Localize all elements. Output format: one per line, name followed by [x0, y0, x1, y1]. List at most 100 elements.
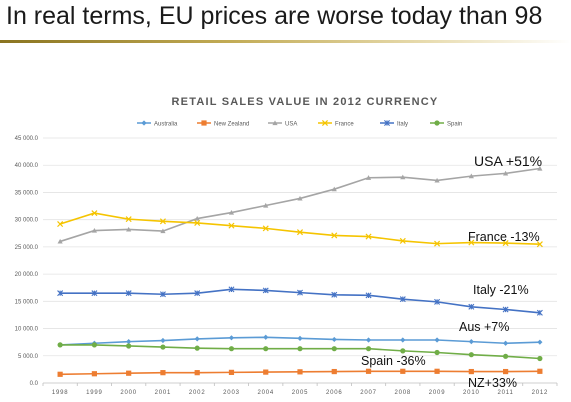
- data-point-new-zealand: [57, 371, 63, 377]
- data-point-new-zealand: [160, 370, 166, 376]
- legend-marker: [201, 120, 207, 126]
- data-point-australia: [537, 339, 543, 345]
- data-point-australia: [468, 339, 474, 345]
- annotation-spain: Spain -36%: [361, 354, 426, 368]
- data-point-italy: [194, 290, 201, 297]
- legend-item-usa: USA: [268, 120, 297, 128]
- series-australia: [57, 334, 543, 348]
- data-point-italy: [125, 290, 132, 297]
- annotation-italy: Italy -21%: [473, 283, 529, 297]
- data-point-usa: [263, 202, 269, 208]
- data-point-france: [296, 229, 304, 236]
- data-point-new-zealand: [400, 368, 406, 374]
- annotation-new-zealand: NZ+33%: [468, 376, 517, 390]
- series-france: [57, 210, 543, 248]
- x-tick-label: 2003: [223, 390, 240, 396]
- data-point-spain: [297, 346, 303, 352]
- series-new-zealand: [57, 368, 543, 377]
- legend-item-spain: Spain: [430, 120, 462, 128]
- y-tick-label: 40 000.0: [15, 163, 39, 169]
- annotation-usa: USA +51%: [474, 153, 542, 169]
- data-point-usa: [537, 165, 543, 171]
- legend-label: Australia: [154, 122, 178, 128]
- y-tick-label: 0.0: [30, 381, 39, 387]
- data-point-italy: [365, 292, 372, 299]
- data-point-australia: [297, 335, 303, 341]
- y-tick-label: 10 000.0: [15, 327, 39, 333]
- data-point-new-zealand: [297, 369, 303, 375]
- x-tick-label: 1998: [52, 390, 69, 396]
- data-point-spain: [228, 346, 235, 352]
- data-point-new-zealand: [537, 368, 543, 374]
- data-point-usa: [126, 226, 132, 232]
- data-point-usa: [194, 215, 200, 221]
- slide-title: In real terms, EU prices are worse today…: [6, 2, 543, 30]
- data-point-spain: [91, 342, 97, 348]
- data-point-usa: [160, 228, 166, 234]
- legend-item-france: France: [318, 119, 354, 128]
- data-point-italy: [228, 286, 235, 293]
- data-point-new-zealand: [263, 369, 269, 375]
- data-point-australia: [331, 336, 337, 343]
- data-point-australia: [365, 337, 372, 343]
- data-point-italy: [297, 289, 303, 296]
- chart-title: RETAIL SALES VALUE IN 2012 CURRENCY: [172, 96, 439, 108]
- data-point-france: [502, 240, 509, 247]
- legend-label: Spain: [447, 122, 462, 128]
- data-point-australia: [194, 336, 200, 342]
- data-point-france: [228, 222, 235, 229]
- legend-marker: [272, 120, 278, 126]
- legend-marker: [434, 120, 440, 126]
- series-italy: [57, 286, 543, 316]
- legend-marker: [321, 119, 329, 127]
- legend-label: France: [335, 122, 354, 128]
- data-point-new-zealand: [434, 368, 440, 374]
- data-point-new-zealand: [503, 368, 509, 375]
- x-tick-label: 2001: [155, 390, 172, 396]
- data-point-france: [468, 239, 475, 246]
- legend-label: USA: [285, 122, 297, 128]
- y-tick-label: 35 000.0: [15, 190, 39, 196]
- x-tick-label: 2005: [292, 390, 309, 396]
- y-tick-label: 30 000.0: [15, 218, 39, 224]
- data-point-france: [331, 232, 338, 239]
- data-point-usa: [91, 227, 97, 233]
- legend-marker: [141, 120, 147, 126]
- data-point-italy: [159, 291, 166, 298]
- data-point-usa: [228, 209, 235, 215]
- y-tick-label: 15 000.0: [15, 299, 39, 305]
- data-point-france: [262, 225, 269, 232]
- data-point-new-zealand: [126, 370, 132, 376]
- legend-marker: [384, 120, 390, 126]
- data-point-italy: [262, 287, 269, 294]
- data-point-spain: [537, 355, 543, 362]
- data-point-spain: [57, 342, 63, 348]
- y-tick-label: 20 000.0: [15, 272, 39, 278]
- data-point-france: [194, 219, 201, 226]
- title-underline: [0, 40, 571, 43]
- data-point-usa: [57, 238, 63, 244]
- data-point-usa: [365, 175, 372, 180]
- y-tick-label: 25 000.0: [15, 245, 39, 251]
- data-point-new-zealand: [194, 370, 200, 376]
- data-point-italy: [399, 296, 406, 303]
- data-point-italy: [502, 306, 509, 313]
- data-point-spain: [400, 348, 406, 354]
- data-point-italy: [434, 298, 441, 305]
- x-tick-label: 2007: [360, 390, 377, 396]
- annotation-australia: Aus +7%: [459, 320, 509, 334]
- data-point-new-zealand: [365, 368, 372, 374]
- data-point-australia: [400, 337, 406, 343]
- data-point-usa: [331, 186, 337, 192]
- data-point-usa: [503, 170, 509, 176]
- data-point-spain: [263, 346, 269, 352]
- data-point-australia: [434, 337, 440, 343]
- data-point-italy: [57, 290, 64, 297]
- data-point-new-zealand: [91, 371, 97, 377]
- data-point-spain: [503, 353, 509, 359]
- data-point-spain: [194, 345, 200, 351]
- series-spain: [57, 342, 543, 362]
- data-point-italy: [536, 309, 543, 316]
- x-tick-label: 2004: [257, 390, 274, 396]
